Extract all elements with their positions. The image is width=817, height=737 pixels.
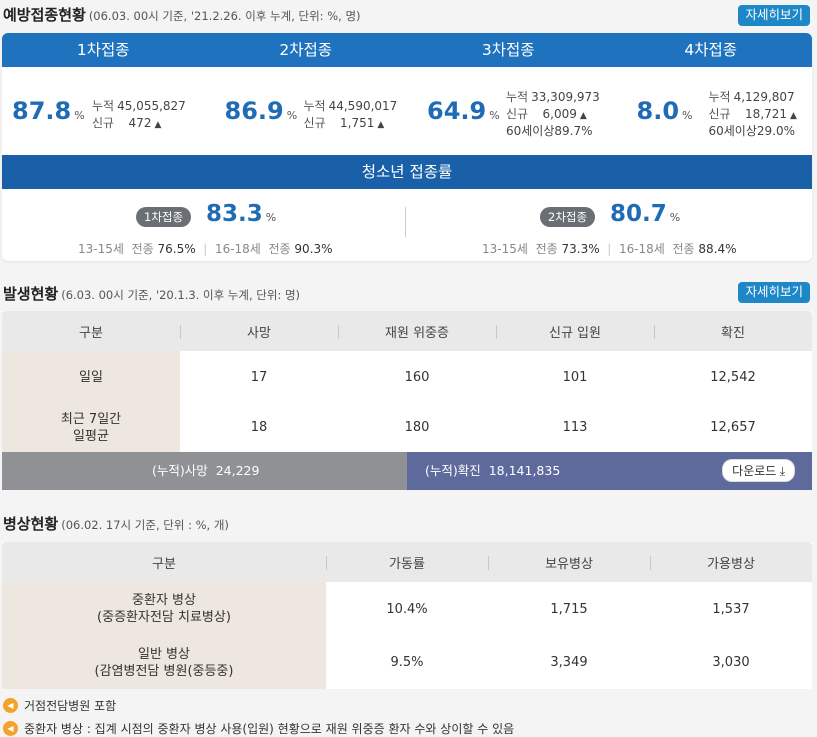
table-row: 중환자 병상 (중증환자전담 치료병상) 10.4% 1,715 1,537 — [2, 582, 812, 636]
col-category: 구분 — [79, 325, 103, 341]
vaccination-section-header: 예방접종현황 (06.03. 00시 기준, '21.2.26. 이후 누계, … — [3, 4, 361, 30]
col-new-admission: 신규 입원 — [496, 322, 654, 341]
dose-2-new: 신규 1,751 ▲ — [303, 116, 385, 130]
dose-1-new: 신규 472 ▲ — [92, 116, 162, 130]
dose-3-stats: 64.9% 누적 33,309,973 신규 6,009 ▲ 60세이상89.7% — [407, 67, 610, 155]
table-row: 일반 병상 (감염병전담 병원(중등중) 9.5% 3,349 3,030 — [2, 636, 812, 689]
speaker-icon: ◀ — [3, 698, 18, 713]
beds-title: 병상현황 — [3, 515, 59, 533]
cell-available-beds: 1,537 — [712, 601, 750, 617]
cell-critical: 180 — [404, 420, 430, 435]
cumulative-confirmed: (누적)확진 18,141,835 다운로드 ⤓ — [407, 452, 812, 490]
dose-4-rate: 8.0% — [636, 97, 693, 125]
beds-table: 구분 가동률 보유병상 가용병상 중환자 병상 (중증환자전담 치료병상) 10.… — [2, 542, 812, 689]
cell-total-beds: 3,349 — [550, 655, 588, 670]
col-deaths: 사망 — [180, 322, 338, 341]
table-row: 일일 17 160 101 12,542 — [2, 351, 812, 403]
cell-deaths: 18 — [250, 420, 268, 435]
beds-subtitle: (06.02. 17시 기준, 단위 : %, 개) — [61, 518, 229, 532]
outbreak-title: 발생현황 — [3, 285, 59, 303]
cell-deaths: 17 — [250, 369, 268, 385]
col-occupancy: 가동률 — [326, 553, 488, 572]
dose-header-row: 1차접종 2차접종 3차접종 4차접종 — [2, 33, 812, 67]
cell-confirmed: 12,657 — [710, 420, 756, 435]
note-item: ◀ 중환자 병상 : 집계 시점의 중환자 병상 사용(입원) 현황으로 재원 … — [3, 720, 514, 737]
vaccination-subtitle: (06.03. 00시 기준, '21.2.26. 이후 누계, 단위: %, … — [88, 9, 361, 23]
teen-dose-1: 1차접종 83.3% 13-15세 전종 76.5% | 16-18세 전종 9… — [2, 156, 407, 256]
teen-divider — [405, 207, 406, 237]
dose-2-rate: 86.9% — [224, 97, 298, 125]
cell-new-admission: 101 — [562, 369, 588, 385]
dose-3-header: 3차접종 — [481, 41, 535, 59]
speaker-icon: ◀ — [3, 721, 18, 736]
up-arrow-icon: ▲ — [790, 111, 797, 121]
cell-occupancy: 10.4% — [386, 601, 428, 617]
col-critical: 재원 위중증 — [338, 322, 496, 341]
dose-1-cumulative: 누적 45,055,827 — [92, 99, 186, 113]
col-category: 구분 — [152, 556, 176, 572]
dose-3-cumulative: 누적 33,309,973 — [506, 90, 600, 104]
outbreak-section-header: 발생현황 (6.03. 00시 기준, '20.1.3. 이후 누계, 단위: … — [3, 283, 300, 309]
beds-table-header: 구분 가동률 보유병상 가용병상 — [2, 542, 812, 582]
table-row: 최근 7일간 일평균 18 180 113 12,657 — [2, 403, 812, 452]
dose-3-new: 신규 6,009 ▲ — [506, 107, 587, 121]
cell-critical: 160 — [404, 369, 430, 385]
dose-2-header: 2차접종 — [279, 41, 333, 59]
teen-dose-2-badge: 2차접종 — [540, 207, 596, 227]
dose-3-rate: 64.9% — [427, 97, 500, 125]
teen-dose-2-breakdown: 13-15세 전종 73.3% | 16-18세 전종 88.4% — [482, 242, 737, 256]
dose-3-over60: 60세이상89.7% — [506, 124, 593, 138]
cumulative-deaths: (누적)사망 24,229 — [2, 452, 407, 490]
outbreak-subtitle: (6.03. 00시 기준, '20.1.3. 이후 누계, 단위: 명) — [61, 288, 301, 302]
teen-dose-1-breakdown: 13-15세 전종 76.5% | 16-18세 전종 90.3% — [78, 242, 333, 256]
up-arrow-icon: ▲ — [377, 120, 385, 130]
row-label: 중환자 병상 (중증환자전담 치료병상) — [2, 582, 326, 636]
teen-dose-1-rate: 83.3% — [206, 201, 277, 227]
dose-2-cumulative: 누적 44,590,017 — [303, 99, 398, 113]
beds-section-header: 병상현황 (06.02. 17시 기준, 단위 : %, 개) — [3, 513, 229, 539]
download-button[interactable]: 다운로드 ⤓ — [722, 459, 795, 482]
dose-1-header: 1차접종 — [76, 41, 130, 59]
dose-4-over60: 60세이상29.0% — [708, 124, 796, 138]
teen-dose-2: 2차접종 80.7% 13-15세 전종 73.3% | 16-18세 전종 8… — [407, 156, 812, 256]
cell-occupancy: 9.5% — [390, 655, 424, 670]
outbreak-table: 구분 사망 재원 위중증 신규 입원 확진 일일 17 160 101 12,5… — [2, 311, 812, 452]
cell-confirmed: 12,542 — [710, 369, 756, 385]
dose-4-cumulative: 누적 4,129,807 — [708, 90, 795, 104]
cumulative-bar: (누적)사망 24,229 (누적)확진 18,141,835 다운로드 ⤓ — [2, 452, 812, 490]
dose-1-rate: 87.8% — [12, 97, 85, 125]
dose-4-header: 4차접종 — [684, 41, 738, 59]
note-text: 중환자 병상 : 집계 시점의 중환자 병상 사용(입원) 현황으로 재원 위중… — [24, 722, 515, 736]
teen-dose-2-rate: 80.7% — [610, 201, 681, 227]
outbreak-table-header: 구분 사망 재원 위중증 신규 입원 확진 — [2, 311, 812, 351]
dose-stats-row: 87.8% 누적 45,055,827 신규 472 ▲ 86.9% 누적 44,59… — [2, 67, 812, 155]
dose-4-stats: 8.0% 누적 4,129,807 신규 18,721 ▲ 60세이상29.0% — [610, 67, 813, 155]
outbreak-more-button[interactable]: 자세히보기 — [738, 282, 810, 303]
cell-total-beds: 1,715 — [550, 601, 588, 617]
note-text: 거점전담병원 포함 — [24, 699, 117, 713]
row-label: 일일 — [2, 351, 180, 403]
cell-available-beds: 3,030 — [712, 655, 750, 670]
col-confirmed: 확진 — [654, 322, 812, 341]
col-available-beds: 가용병상 — [650, 553, 812, 572]
up-arrow-icon: ▲ — [579, 111, 587, 121]
col-total-beds: 보유병상 — [488, 553, 650, 572]
note-item: ◀ 거점전담병원 포함 — [3, 697, 116, 714]
up-arrow-icon: ▲ — [154, 120, 162, 130]
dose-2-stats: 86.9% 누적 44,590,017 신규 1,751 ▲ — [205, 67, 408, 155]
cell-new-admission: 113 — [562, 420, 588, 435]
row-label: 최근 7일간 일평균 — [2, 403, 180, 452]
vaccination-title: 예방접종현황 — [3, 6, 86, 24]
dose-4-new: 신규 18,721 ▲ — [708, 107, 797, 121]
teen-rate-bar: 청소년 접종률 — [2, 155, 812, 189]
teen-dose-1-badge: 1차접종 — [136, 207, 192, 227]
vaccination-more-button[interactable]: 자세히보기 — [738, 5, 810, 26]
row-label: 일반 병상 (감염병전담 병원(중등중) — [2, 636, 326, 689]
download-icon: ⤓ — [779, 464, 785, 478]
dose-1-stats: 87.8% 누적 45,055,827 신규 472 ▲ — [2, 67, 205, 155]
